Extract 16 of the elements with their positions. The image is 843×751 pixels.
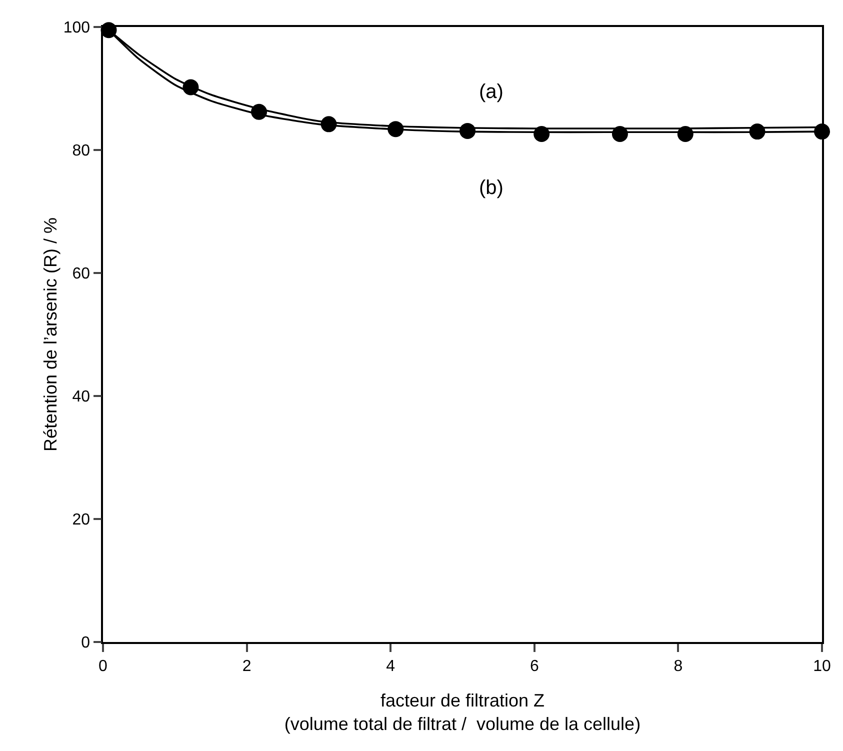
x-axis-title: facteur de filtration Z (volume total de filtrat / volume de la cellule) — [284, 690, 641, 734]
y-tick-label: 20 — [72, 512, 90, 529]
y-tick-label: 80 — [72, 142, 90, 160]
x-tick-label: 10 — [813, 658, 831, 675]
y-tick-label: 0 — [81, 634, 90, 652]
x-tick-label: 2 — [242, 658, 252, 675]
annotation: (a) — [479, 81, 504, 103]
x-tick-label: 0 — [98, 658, 108, 675]
y-tick-label: 100 — [63, 20, 90, 37]
y-axis-title: Rétention de l’arsenic (R) / % — [40, 217, 60, 452]
y-tick-label: 60 — [72, 266, 90, 283]
x-tick-label: 4 — [386, 658, 396, 675]
x-tick-label: 6 — [530, 658, 539, 675]
y-tick-label: 40 — [72, 388, 90, 406]
annotation: (b) — [479, 177, 504, 199]
x-tick-label: 8 — [674, 658, 683, 675]
